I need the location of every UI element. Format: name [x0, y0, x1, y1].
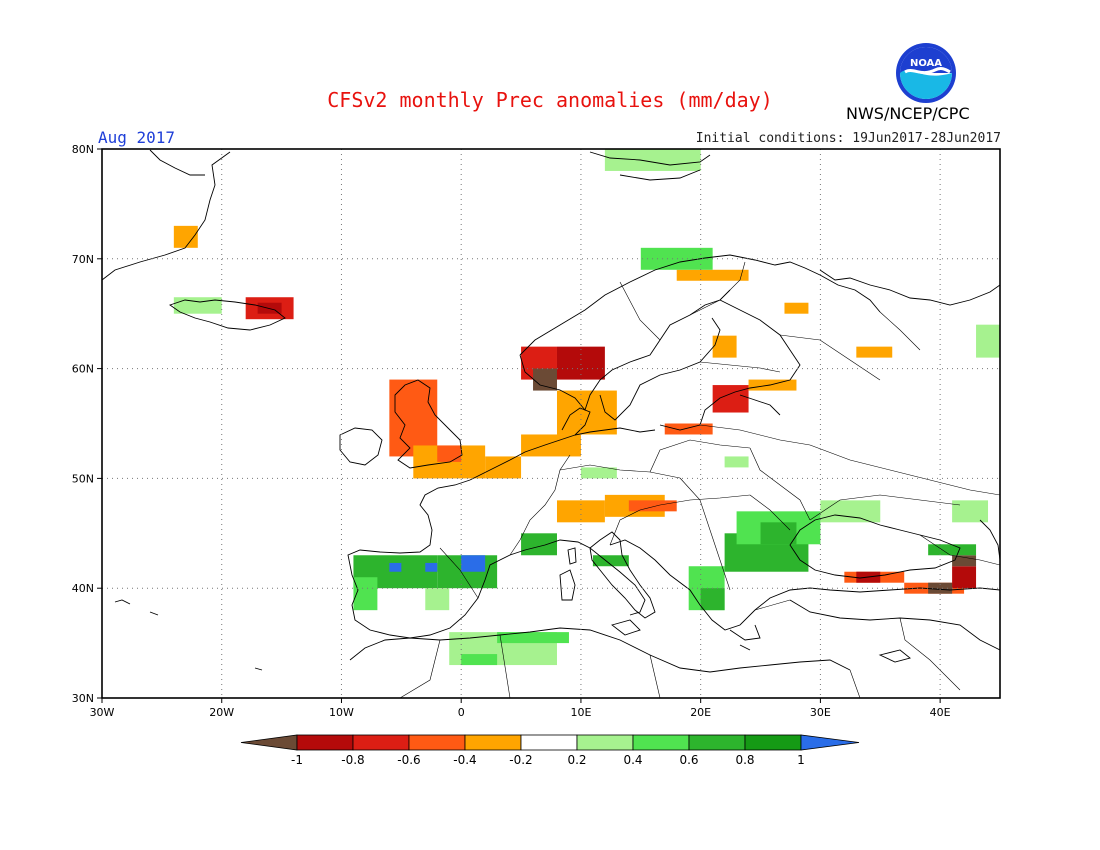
colorbar-label: 0.8	[735, 753, 754, 767]
lat-tick-label: 50N	[72, 472, 94, 485]
lat-tick-label: 70N	[72, 253, 94, 266]
colorbar-label: -0.4	[453, 753, 476, 767]
anomaly-patch	[928, 582, 953, 594]
anomaly-patch	[425, 562, 438, 572]
colorbar-label: 1	[797, 753, 805, 767]
colorbar-box	[688, 734, 746, 751]
anomaly-patch	[640, 247, 713, 270]
colorbar-box	[576, 734, 634, 751]
anomaly-patch	[437, 445, 462, 462]
anomaly-patch	[784, 302, 809, 314]
colorbar-box	[520, 734, 578, 751]
colorbar-arrow-low	[240, 734, 298, 751]
colorbar-label: 0.4	[623, 753, 642, 767]
noaa-logo-icon: NOAA	[896, 43, 956, 103]
anomaly-patch	[952, 555, 977, 567]
anomaly-patch	[664, 423, 713, 435]
country-borders	[399, 261, 1000, 698]
anomaly-patch	[353, 577, 378, 611]
lat-tick-label: 80N	[72, 143, 94, 156]
lon-tick-label: 0	[458, 706, 465, 719]
lon-tick-label: 40E	[930, 706, 951, 719]
anomaly-patch	[748, 379, 797, 391]
initial-conditions: Initial conditions: 19Jun2017-28Jun2017	[695, 131, 1001, 146]
lon-tick-label: 30E	[810, 706, 831, 719]
anomaly-patch	[556, 500, 605, 523]
lon-tick-label: 20E	[690, 706, 711, 719]
anomaly-patch	[712, 385, 749, 413]
anomaly-patch	[712, 335, 737, 358]
colorbar-label: 0.6	[679, 753, 698, 767]
anomaly-patch	[461, 555, 486, 572]
coastlines	[102, 149, 1000, 673]
anomaly-patch	[556, 390, 617, 435]
colorbar-box	[352, 734, 410, 751]
anomaly-patch	[389, 562, 402, 572]
colorbar-label: -0.6	[397, 753, 420, 767]
anomaly-patch	[928, 544, 977, 556]
lon-tick-label: 20W	[209, 706, 234, 719]
anomaly-patch	[856, 346, 893, 358]
map-frame	[101, 148, 1001, 699]
logo-text: NOAA	[910, 58, 942, 69]
anomaly-patch	[676, 269, 749, 281]
colorbar-label: -0.2	[509, 753, 532, 767]
anomaly-patch	[173, 297, 222, 314]
colorbar-label: -1	[291, 753, 303, 767]
colorbar-legend: -1 -0.8 -0.6 -0.4 -0.2 0.2 0.4 0.6 0.8 1	[240, 734, 860, 767]
lon-tick-label: 10E	[570, 706, 591, 719]
anomaly-patch	[820, 500, 881, 523]
anomaly-patch	[173, 225, 198, 248]
colorbar-arrow-high	[800, 734, 860, 751]
anomaly-patch	[497, 632, 569, 644]
anomaly-patch	[628, 500, 677, 512]
anomaly-patch	[533, 368, 557, 391]
anomaly-patch	[724, 456, 749, 468]
colorbar-box	[296, 734, 354, 751]
anomaly-patch	[425, 588, 450, 611]
anomaly-patch	[700, 588, 725, 611]
lon-tick-label: 30W	[90, 706, 115, 719]
lat-tick-label: 30N	[72, 692, 94, 705]
anomaly-patch	[592, 555, 629, 567]
colorbar-box	[632, 734, 690, 751]
anomaly-patch	[389, 379, 438, 457]
anomaly-patch	[580, 467, 617, 479]
grid-lines	[102, 149, 1000, 698]
anomaly-patch	[521, 533, 557, 556]
colorbar-box	[408, 734, 466, 751]
anomaly-patches	[173, 149, 1000, 666]
lat-tick-label: 60N	[72, 363, 94, 376]
anomaly-patch	[485, 456, 522, 479]
anomaly-patch	[521, 434, 581, 457]
agency-label: NWS/NCEP/CPC	[846, 104, 970, 123]
colorbar-box	[744, 734, 802, 751]
anomaly-patch	[952, 500, 989, 523]
anomaly-patch	[604, 149, 701, 171]
map-title: CFSv2 monthly Prec anomalies (mm/day)	[327, 88, 773, 112]
anomaly-patch	[461, 654, 498, 666]
forecast-month: Aug 2017	[98, 128, 176, 147]
anomaly-patch	[976, 324, 1000, 358]
lon-tick-label: 10W	[329, 706, 354, 719]
colorbar-label: 0.2	[567, 753, 586, 767]
colorbar-box	[464, 734, 522, 751]
colorbar-label: -0.8	[341, 753, 364, 767]
anomaly-patch	[760, 522, 797, 545]
anomaly-patch	[952, 566, 977, 589]
lat-tick-label: 40N	[72, 582, 94, 595]
axis-labels: 30N 40N 50N 60N 70N 80N 30W 20W 10W 0 10E 20E 30E 40E	[72, 143, 951, 719]
